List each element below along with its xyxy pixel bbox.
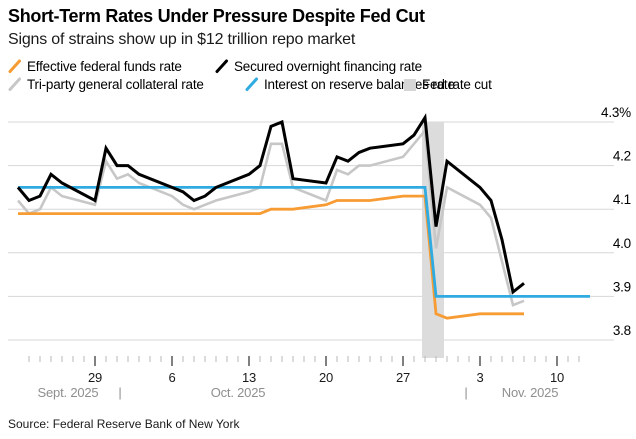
- legend-item-effr: Effective federal funds rate: [8, 58, 182, 76]
- legend-row-2: Tri-party general collateral rate Interes…: [0, 76, 636, 94]
- chart-subtitle: Signs of strains show up in $12 trillion…: [8, 31, 356, 48]
- legend-label: Fed rate cut: [422, 77, 492, 92]
- month-separator: |: [464, 385, 467, 400]
- series-line-interest-on-reserve-balances-rate: [18, 185, 590, 298]
- x-axis-day-label: 3: [476, 370, 483, 385]
- x-axis-day-label: 29: [88, 370, 102, 385]
- x-axis-month-label: Oct. 2025: [211, 385, 266, 400]
- x-axis-day-label: 13: [242, 370, 256, 385]
- series-line-effective-federal-funds-rate: [18, 194, 524, 320]
- x-axis-day-label: 27: [396, 370, 410, 385]
- y-axis-label: 3.9: [613, 279, 631, 294]
- x-axis-month-label: Sept. 2025: [38, 385, 99, 400]
- line-swatch-icon: [215, 59, 228, 73]
- legend-label: Effective federal funds rate: [27, 59, 182, 74]
- y-axis-label: 4.3%: [601, 105, 631, 120]
- line-swatch-icon: [245, 77, 258, 91]
- x-axis-day-label: 6: [168, 370, 175, 385]
- legend-item-tgcr: Tri-party general collateral rate: [8, 76, 204, 94]
- legend-row-1: Effective federal funds rate Secured over…: [0, 58, 636, 76]
- y-axis-label: 4.1: [613, 192, 631, 207]
- y-axis-label: 3.8: [613, 323, 631, 338]
- fed-rate-cut-swatch-icon: [404, 79, 416, 91]
- y-axis-label: 4.0: [613, 236, 631, 251]
- x-axis-month-label: Nov. 2025: [502, 385, 559, 400]
- line-swatch-icon: [8, 77, 21, 91]
- legend-item-cut: Fed rate cut: [403, 76, 492, 94]
- series-line-secured-overnight-financing-rate: [16, 113, 525, 295]
- line-swatch-icon: [8, 59, 21, 73]
- month-separator: |: [118, 385, 121, 400]
- legend-label: Tri-party general collateral rate: [27, 77, 204, 92]
- series-line-tri-party-general-collateral-rate: [17, 127, 525, 307]
- y-axis-label: 4.2: [613, 149, 631, 164]
- page-title: Short-Term Rates Under Pressure Despite …: [8, 6, 425, 26]
- legend-item-sofr: Secured overnight financing rate: [215, 58, 422, 76]
- x-axis-day-label: 20: [319, 370, 333, 385]
- fed-rate-cut-band: [422, 122, 444, 358]
- source-credit: Source: Federal Reserve Bank of New York: [8, 417, 240, 431]
- x-axis-day-label: 10: [550, 370, 564, 385]
- legend-label: Secured overnight financing rate: [234, 59, 422, 74]
